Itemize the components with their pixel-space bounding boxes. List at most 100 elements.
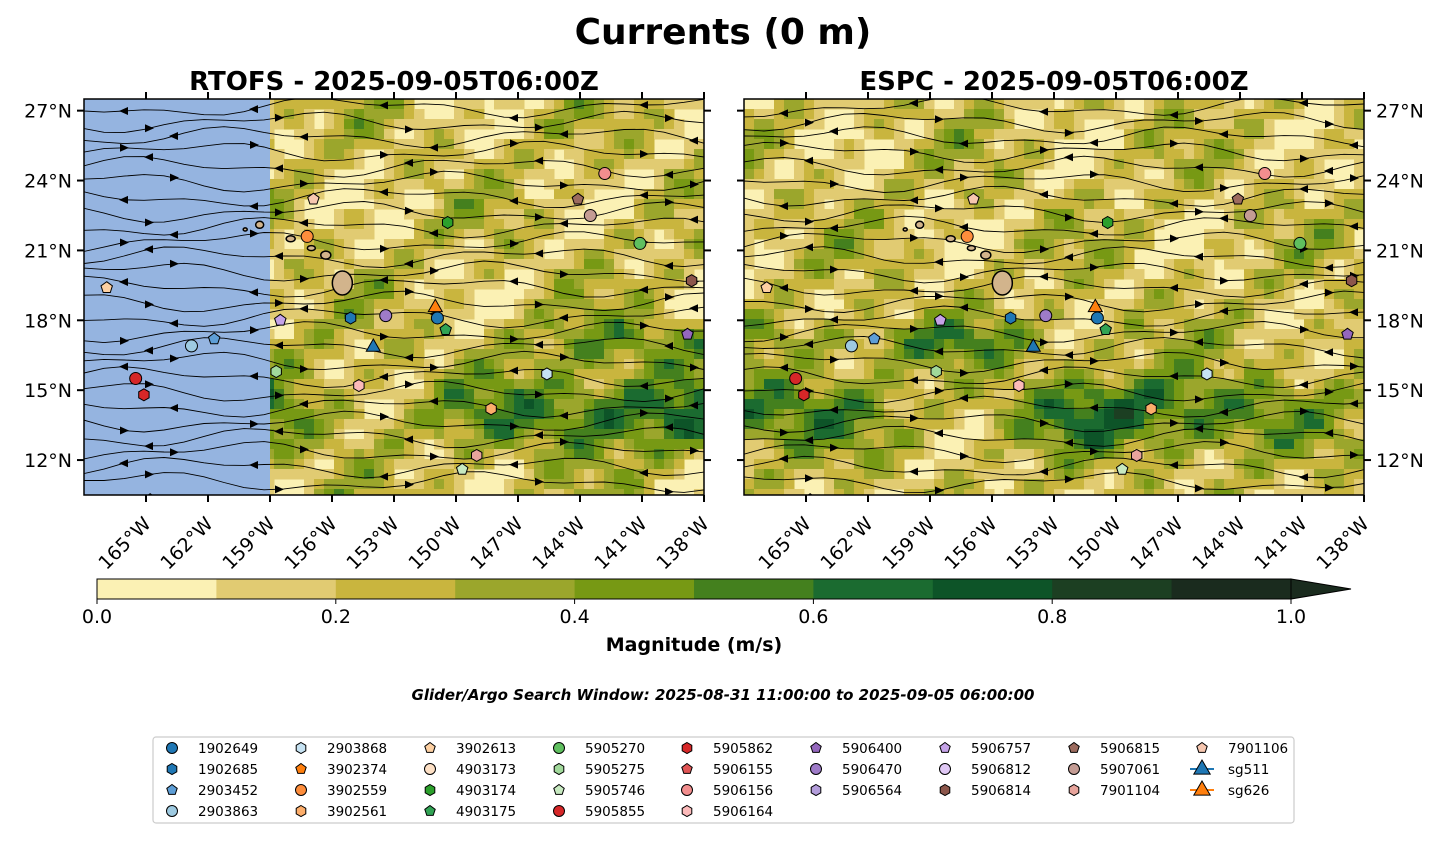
legend-swatch: [424, 783, 436, 797]
legend-swatch: [681, 762, 693, 774]
y-tick-label: 24°N: [24, 171, 72, 193]
legend-label: 5906815: [1100, 741, 1160, 757]
legend-label: 3902559: [327, 783, 387, 799]
y-tick-label: 12°N: [24, 450, 72, 472]
legend: 1902649 1902685 2903452 2903863 2903868 39023…: [152, 736, 1295, 824]
float-marker-7901104: [1131, 448, 1143, 462]
legend-label: 5905270: [585, 741, 645, 757]
legend-swatch: [424, 763, 436, 775]
x-tick-label: 159°W: [218, 513, 279, 574]
y-tick-label: 15°N: [1376, 380, 1424, 402]
float-marker-3902613: [760, 281, 773, 293]
legend-swatch: [295, 804, 307, 818]
float-marker-1902685: [344, 311, 357, 325]
float-marker-2903868: [1201, 367, 1213, 381]
legend-swatch: [810, 741, 822, 753]
x-tick-label: 147°W: [466, 513, 527, 574]
float-marker-sg511: [365, 337, 382, 352]
colorbar-ticks: 0.0 0.2 0.4 0.6 0.8 1.0: [82, 599, 1306, 628]
float-marker-5905270: [1293, 236, 1307, 250]
y-tick-label: 18°N: [24, 310, 72, 332]
float-marker-1902685: [1004, 311, 1017, 325]
float-marker-5906470: [379, 309, 393, 323]
float-marker-5905275: [930, 364, 942, 379]
colorbar-bin: [813, 579, 934, 599]
colorbar-bin: [97, 579, 217, 599]
colorbar-tick-label: 0.2: [321, 606, 351, 628]
espc-panel: ESPC - 2025-09-05T06:00Z 165°W 162°W 159°W…: [737, 67, 1424, 574]
legend-swatch: [681, 741, 693, 755]
float-marker-2903868: [541, 367, 553, 381]
float-marker-2903863: [184, 339, 198, 353]
x-tick-label: 144°W: [528, 513, 589, 574]
legend-label: 5906564: [842, 783, 902, 799]
colorbar-label: Magnitude (m/s): [606, 634, 783, 656]
float-marker-5905270: [633, 236, 647, 250]
float-marker-4903175: [1099, 322, 1112, 335]
float-marker-4903174: [1102, 215, 1114, 230]
legend-label: 5905855: [585, 804, 645, 820]
x-tick-label: 162°W: [156, 513, 217, 574]
legend-swatch: [166, 783, 178, 795]
y-tick-label: 15°N: [24, 380, 72, 402]
x-tick-label: 138°W: [1312, 513, 1373, 574]
float-marker-5905746: [1115, 462, 1129, 475]
legend-swatch: [166, 742, 178, 754]
legend-swatch: [553, 762, 565, 776]
espc-magnitude-field: [744, 99, 1364, 495]
colorbar-bins: [97, 579, 1292, 599]
legend-label: 3902561: [327, 804, 387, 820]
float-marker-5906400: [1341, 327, 1354, 340]
legend-label: 2903452: [198, 783, 258, 799]
float-marker-2903452: [867, 332, 881, 345]
float-marker-5906814: [685, 274, 698, 288]
float-marker-5906814: [1345, 274, 1358, 288]
legend-swatch: [810, 783, 822, 797]
float-marker-3902559: [300, 229, 314, 243]
legend-label: 5906155: [713, 762, 773, 778]
legend-swatch: [166, 805, 178, 817]
rtofs-hawaiian-islands: [242, 220, 354, 296]
legend-swatch: [1068, 741, 1080, 753]
float-marker-5906156: [598, 167, 612, 181]
float-marker-4903174: [442, 215, 454, 230]
legend-label: 4903174: [456, 783, 516, 799]
colorbar: 0.0 0.2 0.4 0.6 0.8 1.0 Magnitude (m/s): [82, 578, 1352, 656]
x-tick-label: 153°W: [1002, 513, 1063, 574]
rtofs-no-data-region: [84, 99, 270, 495]
float-marker-5905855: [789, 372, 803, 386]
float-marker-5905862: [138, 388, 150, 402]
legend-swatch: [939, 741, 951, 753]
legend-label: 5905746: [585, 783, 645, 799]
y-tick-label: 21°N: [1376, 240, 1424, 262]
rtofs-panel: RTOFS - 2025-09-05T06:00Z 165°W 162°W 159°…: [24, 67, 714, 574]
colorbar-extend-arrow: [1290, 578, 1352, 600]
legend-swatch: [295, 741, 307, 755]
legend-swatch: [681, 804, 693, 818]
legend-label: sg511: [1228, 762, 1269, 778]
y-tick-label: 18°N: [1376, 310, 1424, 332]
espc-float-markers: [760, 167, 1358, 495]
legend-swatch: [1192, 759, 1212, 775]
legend-label: sg626: [1228, 783, 1269, 799]
x-tick-label: 156°W: [280, 513, 341, 574]
legend-swatch: [424, 804, 436, 816]
legend-label: 2903868: [327, 741, 387, 757]
legend-items: 1902649 1902685 2903452 2903863 2903868 39023…: [166, 741, 1288, 820]
float-marker-7901104: [471, 448, 483, 462]
float-marker-1902649: [1090, 311, 1104, 325]
legend-swatch: [1192, 780, 1212, 796]
y-tick-label: 21°N: [24, 240, 72, 262]
legend-label: 5906812: [971, 762, 1031, 778]
float-marker-5906815: [1231, 192, 1245, 205]
x-tick-label: 153°W: [342, 513, 403, 574]
legend-label: 5906814: [971, 783, 1031, 799]
x-tick-label: 162°W: [816, 513, 877, 574]
legend-label: 5906757: [971, 741, 1031, 757]
float-marker-7901106: [967, 192, 980, 205]
float-marker-5906400: [681, 327, 694, 340]
y-tick-label: 27°N: [24, 101, 72, 123]
x-tick-label: 150°W: [1064, 513, 1125, 574]
legend-swatch: [1068, 783, 1080, 797]
